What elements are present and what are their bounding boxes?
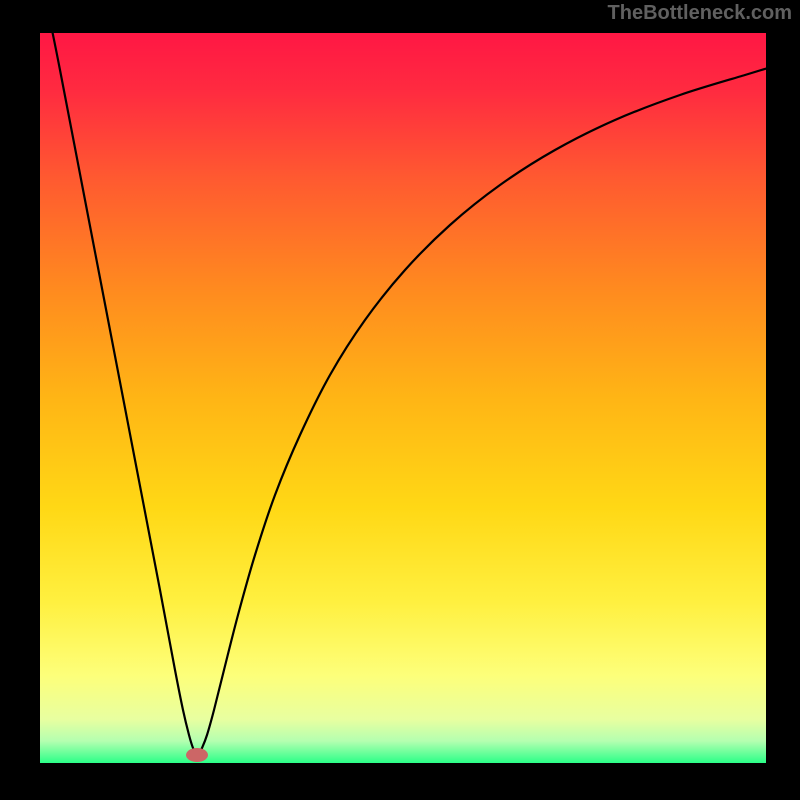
vertex-marker [186, 748, 208, 762]
plot-area [40, 33, 766, 763]
chart-svg [40, 33, 766, 763]
gradient-background [40, 33, 766, 763]
attribution-text: TheBottleneck.com [608, 2, 792, 25]
chart-container: TheBottleneck.com [0, 0, 800, 800]
